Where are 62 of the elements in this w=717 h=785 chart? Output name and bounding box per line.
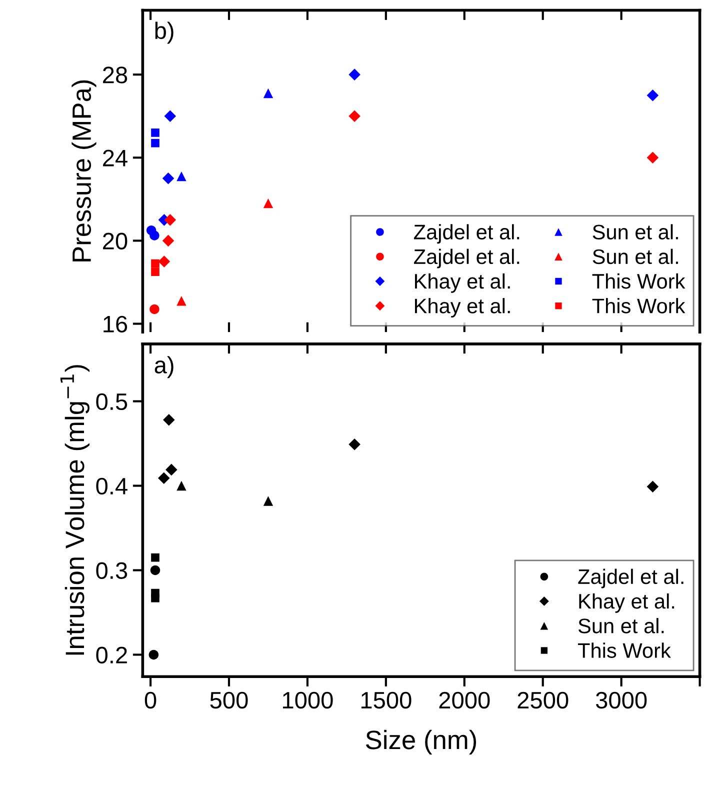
legend-label: Khay et al.	[415, 298, 510, 318]
point	[163, 414, 175, 426]
point	[646, 480, 659, 492]
y-tick-label: 0.3	[96, 562, 128, 580]
point	[148, 650, 159, 660]
legend-label: Sun et al.	[578, 618, 664, 634]
legend-label: This Work	[592, 273, 686, 289]
legend-label: This Work	[592, 298, 686, 314]
legend-label: Khay et al.	[415, 273, 510, 293]
y-tick-label: 24	[103, 150, 128, 166]
x-tick-label: 2000	[439, 692, 490, 709]
x-tick-label: 3000	[596, 692, 647, 709]
y-axis-title: Pressure (MPa)	[72, 80, 96, 262]
point	[151, 553, 160, 562]
y-tick-label: 0.2	[96, 646, 127, 664]
point	[176, 296, 186, 306]
point	[348, 68, 360, 80]
point	[162, 234, 174, 247]
legend-label: Zajdel et al.	[578, 568, 684, 588]
legend-label: Khay et al.	[579, 593, 674, 613]
point	[158, 256, 170, 268]
point	[150, 304, 160, 314]
x-tick-label: 1500	[361, 692, 412, 709]
x-tick-label: 0	[144, 692, 156, 709]
legend-label: This Work	[578, 642, 671, 658]
point	[151, 138, 160, 148]
point	[646, 152, 659, 164]
point	[151, 128, 160, 137]
point	[151, 588, 160, 598]
y-tick-label: 16	[104, 316, 128, 333]
annotation: b)	[155, 22, 174, 44]
legend-label: Zajdel et al.	[414, 224, 520, 244]
point	[162, 172, 174, 184]
point	[150, 230, 160, 240]
legend-label: Zajdel et al.	[414, 248, 520, 268]
point	[166, 464, 178, 476]
point	[263, 88, 274, 98]
x-tick-label: 1000	[283, 692, 333, 709]
x-tick-label: 500	[210, 692, 248, 709]
annotation: a)	[154, 356, 174, 378]
point	[646, 89, 659, 102]
point	[150, 565, 160, 576]
point	[263, 496, 274, 506]
point	[348, 438, 360, 450]
y-tick-label: 0.4	[96, 478, 128, 495]
y-tick-label: 28	[103, 66, 128, 84]
point	[158, 472, 170, 484]
point	[151, 259, 160, 268]
point	[151, 268, 160, 276]
y-tick-label: 0.5	[96, 393, 128, 410]
legend-label: Sun et al.	[592, 248, 678, 264]
y-axis-title: Intrusion Volume (mlg$^{−1}$)	[60, 365, 90, 655]
point	[263, 198, 274, 208]
point	[164, 214, 176, 226]
x-tick-label: 2500	[518, 692, 568, 709]
point	[176, 171, 186, 182]
x-axis-title: Size (nm)	[366, 730, 476, 755]
point	[348, 110, 360, 122]
y-tick-label: 20	[103, 232, 128, 250]
point	[176, 480, 186, 491]
point	[164, 110, 176, 122]
legend-label: Sun et al.	[592, 224, 678, 240]
